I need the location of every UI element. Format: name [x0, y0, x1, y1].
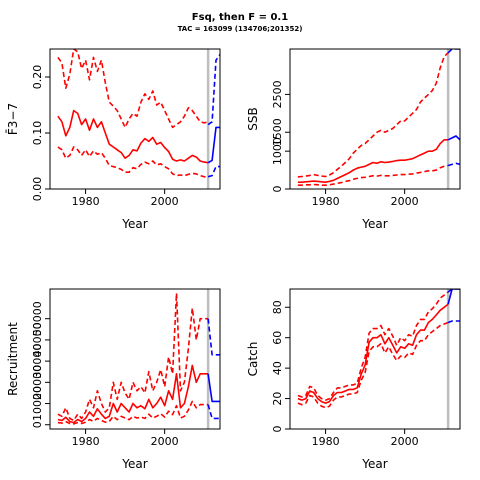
x-axis-label: Year: [361, 457, 387, 471]
plot-frame: [49, 288, 221, 430]
history-lower-line: [297, 321, 449, 409]
history-median-line: [297, 139, 449, 183]
plot-frame: [289, 288, 461, 430]
x-axis-label: Year: [121, 217, 147, 231]
y-tick-label: 0: [31, 421, 44, 428]
x-tick-label: 1980: [312, 195, 340, 208]
projection-lower-line: [447, 162, 460, 167]
projection-lower-line: [447, 320, 460, 324]
x-tick-label: 1980: [312, 435, 340, 448]
plot-frame: [49, 48, 221, 190]
figure-subtitle: TAC = 163099 (134706;201352): [178, 25, 303, 33]
history-lower-line: [297, 164, 449, 186]
projection-median-line: [207, 126, 220, 164]
plot-frame: [289, 48, 461, 190]
series-group: [57, 292, 220, 425]
y-tick-label: 0.20: [31, 65, 44, 90]
projection-upper-line: [447, 289, 460, 293]
history-lower-line: [57, 146, 209, 179]
y-tick-label: 2500: [271, 80, 284, 108]
y-axis-label: F̄3−7: [6, 103, 20, 135]
x-axis-label: Year: [361, 217, 387, 231]
projection-upper-line: [207, 54, 220, 126]
series-group: [57, 49, 220, 179]
series-group: [297, 289, 460, 409]
x-tick-label: 2000: [151, 435, 179, 448]
history-upper-line: [57, 49, 209, 129]
y-tick-label: 50000: [31, 301, 44, 336]
y-tick-label: 40000: [31, 322, 44, 357]
projection-lower-line: [207, 404, 220, 420]
panel-top-left: 1980 2000 0.00 0.10 0.20 Year F̄3−7: [6, 48, 221, 231]
y-tick-label: 0: [271, 186, 284, 193]
projection-upper-line: [447, 49, 460, 54]
history-median-line: [57, 109, 209, 164]
projection-median-line: [447, 289, 460, 305]
y-tick-label: 0.00: [31, 177, 44, 202]
y-axis-label: SSB: [246, 107, 260, 130]
projection-lower-line: [207, 165, 220, 178]
y-tick-label: 60: [271, 331, 284, 345]
y-tick-label: 80: [271, 300, 284, 314]
x-tick-label: 2000: [391, 195, 419, 208]
projection-median-line: [447, 135, 460, 141]
panel-bottom-left: 1980 200001000020000300004000050000YearRe…: [6, 288, 221, 471]
history-upper-line: [297, 52, 449, 178]
series-group: [297, 49, 460, 186]
y-tick-label: 20: [271, 392, 284, 406]
y-tick-label: 0: [271, 426, 284, 433]
projection-upper-line: [207, 318, 220, 356]
y-tick-label: 0.10: [31, 121, 44, 146]
y-tick-label: 1500: [271, 118, 284, 146]
x-tick-label: 2000: [391, 435, 419, 448]
history-upper-line: [297, 291, 449, 401]
figure-title: Fsq, then F = 0.1: [192, 12, 288, 23]
x-axis-label: Year: [121, 457, 147, 471]
x-tick-label: 1980: [72, 195, 100, 208]
y-axis-label: Catch: [246, 342, 260, 377]
history-median-line: [297, 303, 449, 404]
history-median-line: [57, 364, 209, 424]
y-tick-label: 30000: [31, 344, 44, 379]
y-axis-label: Recruitment: [6, 322, 20, 396]
x-tick-label: 2000: [151, 195, 179, 208]
history-lower-line: [57, 400, 209, 425]
projection-median-line: [207, 373, 220, 403]
y-tick-label: 10000: [31, 386, 44, 421]
y-tick-label: 40: [271, 361, 284, 375]
x-tick-label: 1980: [72, 435, 100, 448]
y-tick-label: 20000: [31, 365, 44, 400]
y-tick-label: 1000: [271, 137, 284, 165]
panel-bottom-right: 1980 2000 0 20 40 60 80 Year Catch: [246, 288, 461, 471]
